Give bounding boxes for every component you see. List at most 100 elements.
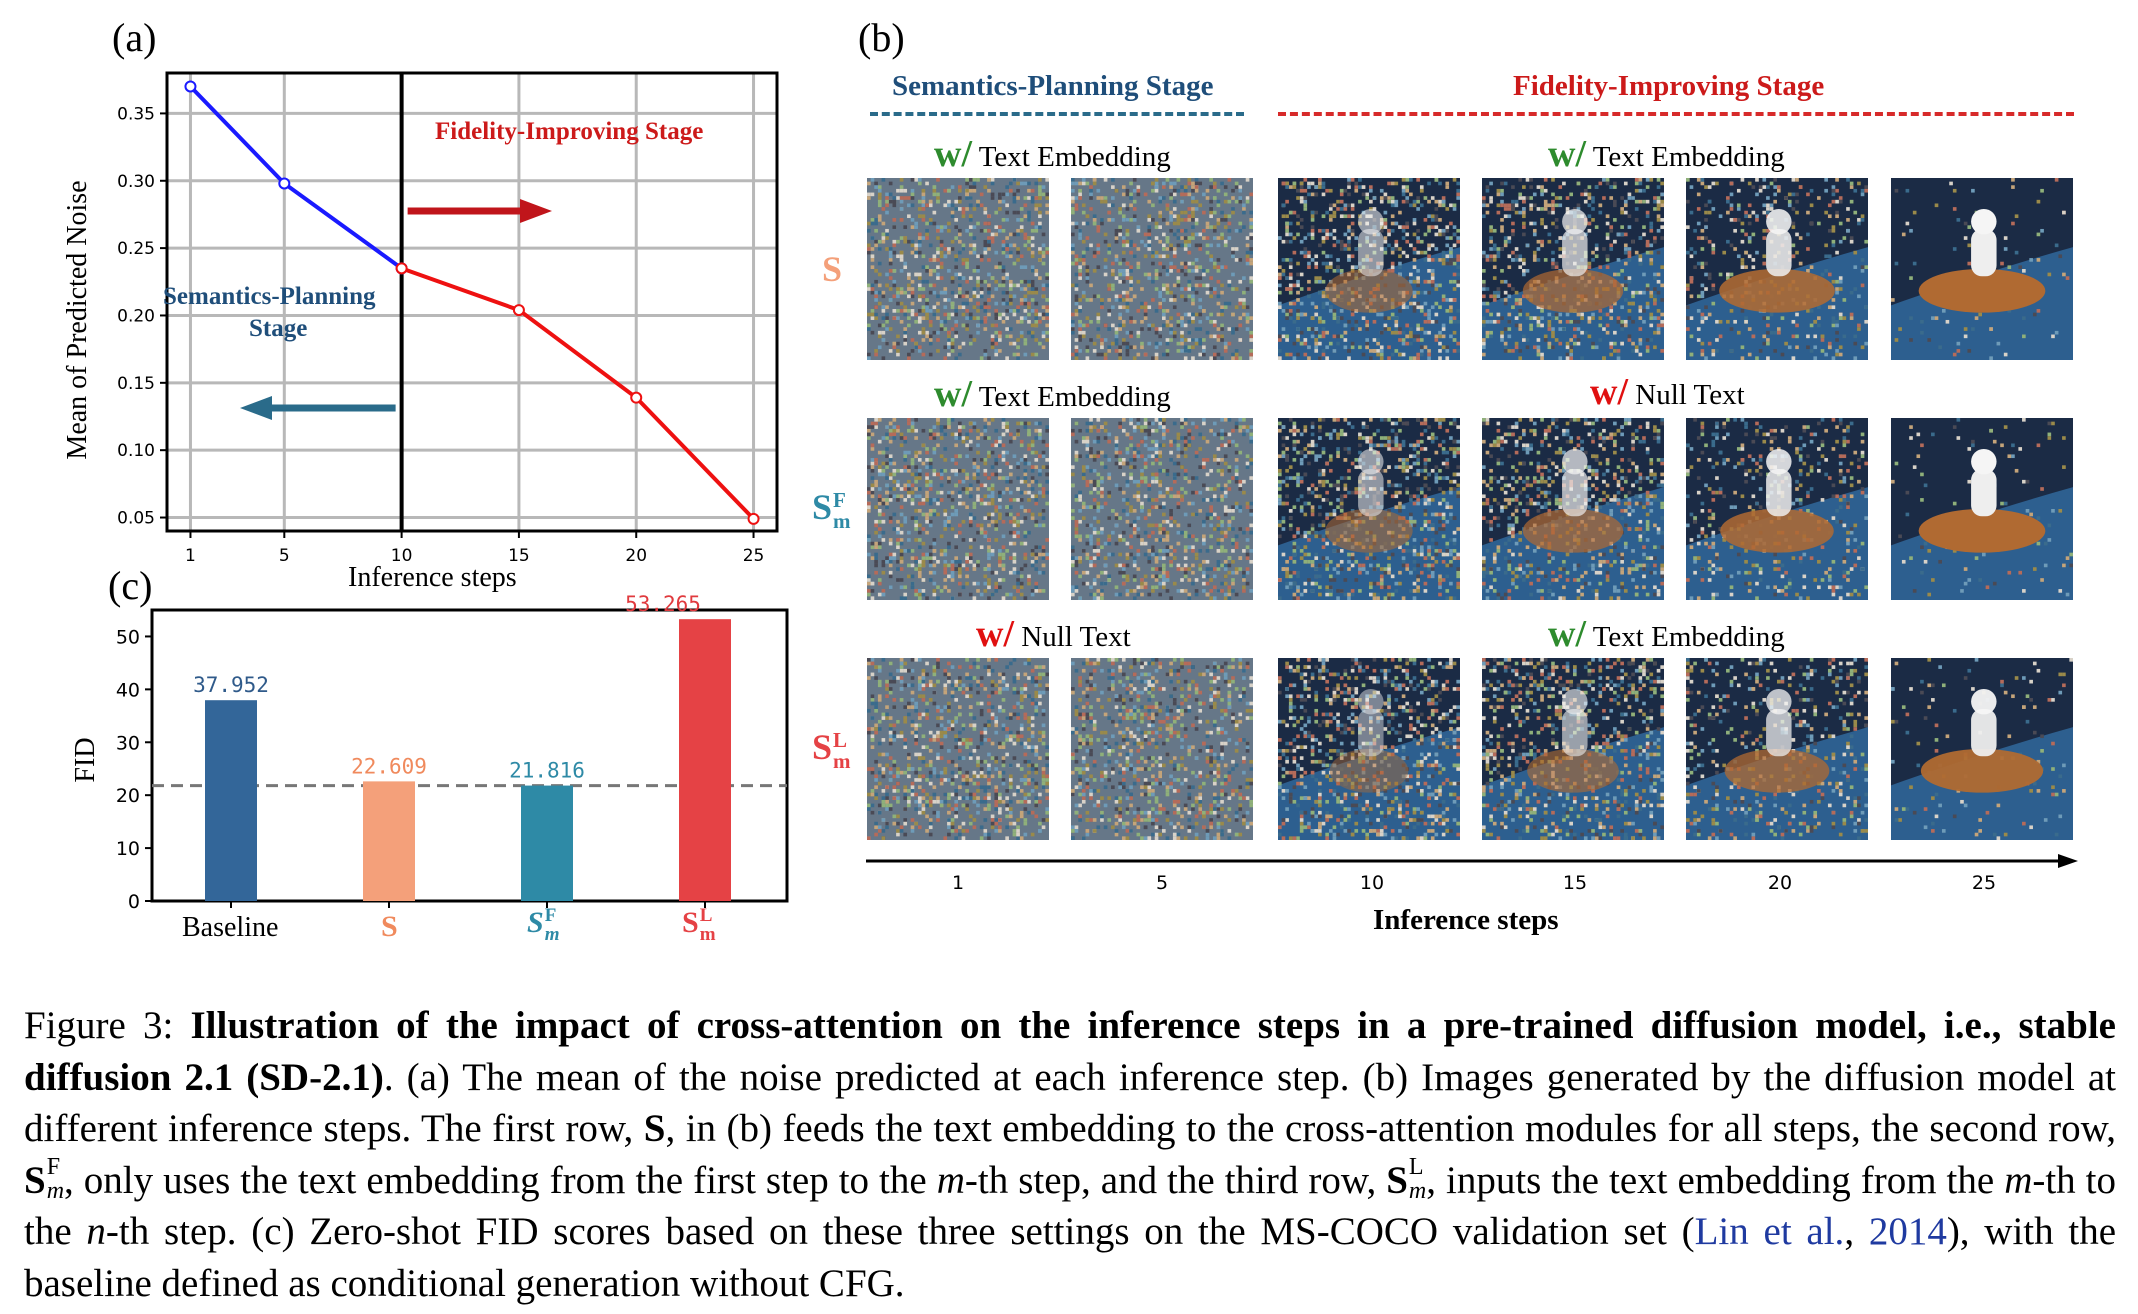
x-tick-label-b: 15 <box>1562 872 1588 894</box>
x-tick-label-b: 1 <box>951 872 965 894</box>
series-lines <box>184 80 760 525</box>
bar-chart-fid: 0 10 20 30 40 50 37.952 22.609 21.816 53.265 <box>116 592 789 913</box>
x-tick-label: 10 <box>391 546 413 566</box>
generated-image-tile <box>1278 178 1460 360</box>
arrow-head-icon <box>2058 854 2078 868</box>
x-tick-label: 25 <box>743 546 765 566</box>
data-point <box>278 177 291 190</box>
annotation-semantics-line2: Stage <box>249 315 308 342</box>
condition-row1-right: w/ Text Embedding <box>1548 133 1785 175</box>
figure-caption: Figure 3: Illustration of the impact of … <box>24 1004 2117 1305</box>
y-tick-label: 0.25 <box>117 239 155 259</box>
bar-0 <box>205 700 257 901</box>
condition-row3-right: w/ Text Embedding <box>1548 613 1785 655</box>
generated-image-tile <box>1482 418 1664 600</box>
data-point <box>184 80 197 93</box>
annotation-semantics-line1: Semantics-Planning <box>163 283 376 310</box>
caption-title: Illustration of the impact of cross-atte… <box>24 1004 2116 1099</box>
x-tick-label-b: 20 <box>1767 872 1793 894</box>
generated-image-tile <box>1278 658 1460 840</box>
citation-link[interactable]: Lin et al. <box>1694 1210 1845 1253</box>
line-chart-noise: 1 5 10 15 20 250.050.100.150.200.250.300.35 <box>117 71 779 566</box>
data-point <box>512 304 525 317</box>
fidelity-arrow-head-icon <box>520 199 552 223</box>
x-tick-label-b: 5 <box>1155 872 1169 894</box>
bars <box>205 619 731 901</box>
y-tick-label: 0.05 <box>117 509 155 529</box>
y-tick-label: 0.15 <box>117 374 155 394</box>
bar-tick-s: S <box>381 910 398 943</box>
generated-image-tile <box>1278 418 1460 600</box>
y-tick-label: 50 <box>116 626 140 648</box>
bar-tick-baseline: Baseline <box>182 912 279 943</box>
x-tick-label: 20 <box>625 546 647 566</box>
generated-image-tile <box>1686 658 1868 840</box>
y-tick-label: 0 <box>128 891 140 913</box>
y-tick-label: 40 <box>116 679 140 701</box>
y-tick-label: 0.20 <box>117 306 155 326</box>
value-label: 22.609 <box>351 754 427 778</box>
condition-row2-right: w/ Null Text <box>1590 371 1745 413</box>
bar-2 <box>521 785 573 901</box>
x-tick-label: 5 <box>279 546 290 566</box>
generated-image-tile <box>1891 418 2073 600</box>
stage-divider-semantics <box>870 112 1244 116</box>
stage-title-semantics: Semantics-Planning Stage <box>892 70 1214 102</box>
generated-image-tile <box>867 178 1049 360</box>
x-tick-label: 1 <box>185 546 196 566</box>
condition-row2-left: w/ Text Embedding <box>934 373 1171 415</box>
axes <box>150 608 789 903</box>
row-label-s: S <box>822 249 843 289</box>
stage-title-fidelity: Fidelity-Improving Stage <box>1513 70 1825 102</box>
condition-row1-left: w/ Text Embedding <box>934 133 1171 175</box>
x-tick-label-b: 25 <box>1971 872 1997 894</box>
data-point <box>395 262 408 275</box>
y-tick-label: 30 <box>116 732 140 754</box>
condition-row3-left: w/ Null Text <box>976 613 1131 655</box>
x-tick-label-b: 10 <box>1359 872 1385 894</box>
panel-label-c: (c) <box>108 563 153 608</box>
value-labels: 37.952 22.609 21.816 53.265 <box>193 592 701 782</box>
annotation-fidelity: Fidelity-Improving Stage <box>435 118 704 145</box>
annotations <box>240 199 552 420</box>
y-axis-label-c: FID <box>70 737 101 783</box>
generated-image-tile <box>1482 178 1664 360</box>
generated-image-tile <box>1686 178 1868 360</box>
plot-frame <box>165 71 779 533</box>
value-label: 53.265 <box>625 592 701 616</box>
bar-3 <box>679 619 731 901</box>
x-axis-label-a: Inference steps <box>348 562 517 593</box>
y-tick-label: 10 <box>116 838 140 860</box>
generated-image-tile <box>867 418 1049 600</box>
semantics-arrow-head-icon <box>240 396 272 420</box>
x-axis-label-b: Inference steps <box>1373 904 1559 936</box>
value-label: 37.952 <box>193 673 269 697</box>
data-point <box>630 391 643 404</box>
value-label: 21.816 <box>509 759 585 783</box>
panel-label-b: (b) <box>858 15 905 60</box>
y-tick-label: 0.10 <box>117 441 155 461</box>
y-tick-label: 0.35 <box>117 104 155 124</box>
bar-1 <box>363 781 415 901</box>
plot-frame <box>150 608 789 903</box>
generated-image-tile <box>1071 658 1253 840</box>
panel-label-a: (a) <box>112 15 157 60</box>
caption-figure-number: Figure 3: <box>24 1004 174 1047</box>
x-tick-label: 15 <box>508 546 530 566</box>
generated-image-tile <box>867 658 1049 840</box>
y-tick-label: 20 <box>116 785 140 807</box>
panel-b-axis <box>866 854 2078 868</box>
tick-labels: 1 5 10 15 20 250.050.100.150.200.250.300.35 <box>117 104 764 566</box>
stage-divider-fidelity <box>1278 112 2074 116</box>
generated-image-tile <box>1482 658 1664 840</box>
generated-image-tile <box>1686 418 1868 600</box>
axes <box>165 71 779 533</box>
generated-image-tile <box>1891 178 2073 360</box>
generated-image-tile <box>1071 178 1253 360</box>
series-line-fidelity-improving <box>400 266 755 521</box>
citation-year-link[interactable]: 2014 <box>1868 1210 1947 1253</box>
